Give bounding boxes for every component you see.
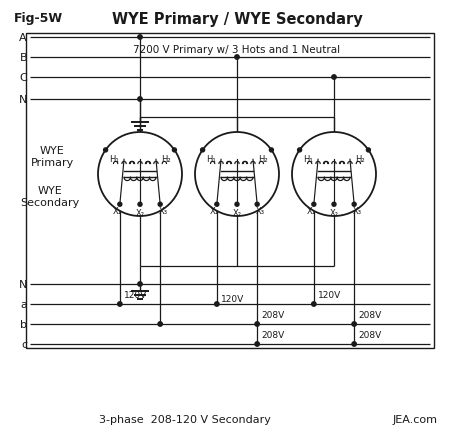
Circle shape (366, 148, 370, 153)
Circle shape (104, 148, 108, 153)
Text: X₁: X₁ (112, 206, 121, 215)
Circle shape (269, 148, 273, 153)
Text: C: C (19, 73, 27, 83)
Circle shape (201, 148, 205, 153)
Text: WYE
Primary: WYE Primary (30, 146, 73, 167)
Text: N: N (18, 280, 27, 289)
Text: 208V: 208V (358, 310, 382, 319)
Circle shape (311, 302, 316, 307)
Text: H₁: H₁ (303, 154, 313, 163)
Circle shape (332, 203, 336, 207)
Circle shape (98, 133, 182, 216)
Text: N: N (18, 95, 27, 105)
Text: Fig-5W: Fig-5W (14, 12, 63, 25)
Circle shape (118, 203, 122, 207)
Circle shape (215, 302, 219, 307)
Text: JEA.com: JEA.com (392, 414, 438, 424)
Text: X₂: X₂ (136, 208, 145, 217)
Circle shape (118, 302, 122, 307)
Circle shape (352, 322, 356, 326)
Text: WYE
Secondary: WYE Secondary (20, 186, 80, 207)
Circle shape (332, 76, 336, 80)
Text: H₂: H₂ (161, 154, 171, 163)
Circle shape (235, 55, 239, 60)
Circle shape (138, 98, 142, 102)
Text: X₂: X₂ (329, 208, 338, 217)
Circle shape (173, 148, 176, 153)
Text: 7200 V Primary w/ 3 Hots and 1 Neutral: 7200 V Primary w/ 3 Hots and 1 Neutral (134, 45, 340, 55)
Text: X₃: X₃ (353, 206, 362, 215)
Circle shape (312, 203, 316, 207)
Circle shape (352, 342, 356, 347)
Text: X₃: X₃ (255, 206, 264, 215)
Text: A: A (19, 33, 27, 43)
Text: X₁: X₁ (306, 206, 315, 215)
Text: a: a (20, 299, 27, 309)
Circle shape (138, 282, 142, 286)
Text: H₁: H₁ (206, 154, 216, 163)
Circle shape (255, 342, 259, 347)
Text: 208V: 208V (358, 330, 382, 339)
Circle shape (298, 148, 301, 153)
Circle shape (255, 322, 259, 326)
Circle shape (215, 203, 219, 207)
Text: X₁: X₁ (210, 206, 219, 215)
Text: H₂: H₂ (258, 154, 268, 163)
Text: b: b (20, 319, 27, 329)
Circle shape (138, 36, 142, 40)
Circle shape (255, 203, 259, 207)
Text: 208V: 208V (261, 330, 284, 339)
Circle shape (158, 203, 162, 207)
Text: 120V: 120V (318, 290, 341, 299)
Text: WYE Primary / WYE Secondary: WYE Primary / WYE Secondary (111, 12, 363, 27)
Bar (26, 34, 434, 348)
Text: X₃: X₃ (159, 206, 168, 215)
Text: 3-phase  208-120 V Secondary: 3-phase 208-120 V Secondary (99, 414, 271, 424)
Text: X₂: X₂ (233, 208, 241, 217)
Circle shape (235, 203, 239, 207)
Circle shape (195, 133, 279, 216)
Text: H₁: H₁ (109, 154, 119, 163)
Text: 120V: 120V (124, 290, 147, 299)
Text: 208V: 208V (261, 310, 284, 319)
Text: c: c (21, 339, 27, 349)
Circle shape (158, 322, 163, 326)
Text: 120V: 120V (221, 295, 244, 304)
Circle shape (352, 203, 356, 207)
Text: B: B (19, 53, 27, 63)
Circle shape (138, 203, 142, 207)
Circle shape (292, 133, 376, 216)
Text: H₂: H₂ (355, 154, 365, 163)
